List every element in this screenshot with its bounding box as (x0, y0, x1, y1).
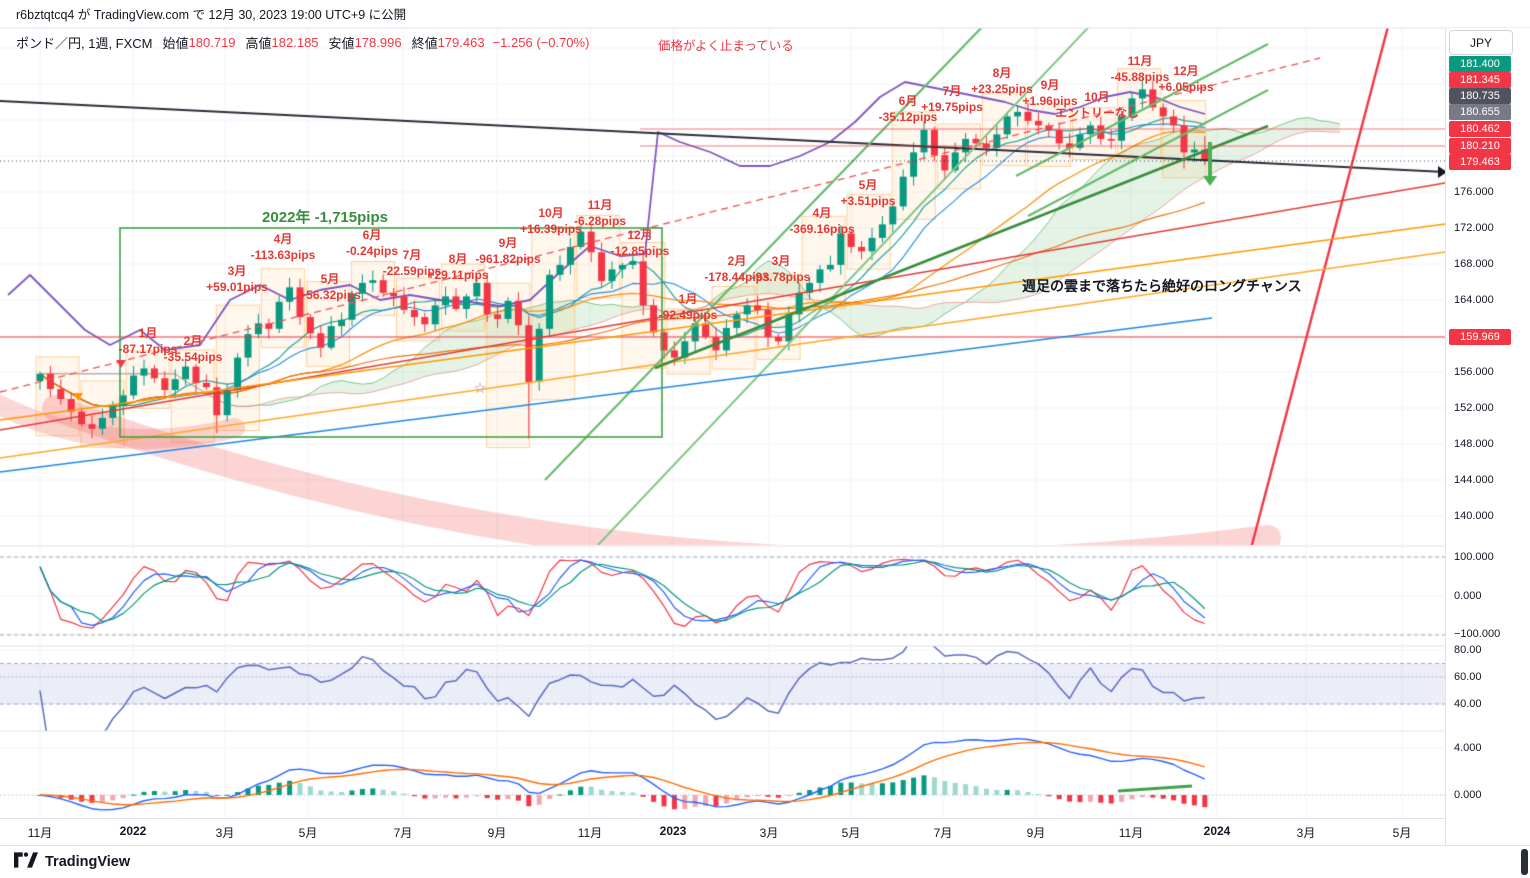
tradingview-logo-icon (14, 851, 38, 874)
price-tick: 140.000 (1454, 510, 1494, 522)
time-label: 5月 (841, 826, 861, 840)
bottom-toolbar: TradingView (0, 845, 1530, 878)
month-pips-label: 10月 エントリーなし (1054, 90, 1140, 120)
time-label: 9月 (487, 826, 507, 840)
time-scale[interactable]: 11月 2022 3月 5月 7月 9月 11月 2023 3月 5月 7月 9月 11月 2024 3月 5… (0, 818, 1445, 845)
price-tick: 172.000 (1454, 222, 1494, 234)
price-badge: 181.345 (1449, 72, 1511, 88)
price-tick: 156.000 (1454, 366, 1494, 378)
star-marker: ☆ (473, 380, 487, 397)
time-label: 7月 (933, 826, 953, 840)
open-value: 180.719 (188, 35, 236, 50)
currency-selector[interactable]: JPY (1449, 30, 1513, 55)
time-label: 3月 (215, 826, 235, 840)
time-label: 2023 (659, 824, 687, 838)
close-label: 終値 (411, 36, 438, 51)
publish-text: r6bztqtcq4 が TradingView.com で 12月 30, 2… (16, 8, 407, 22)
open-label: 始値 (162, 36, 189, 51)
price-tick: 0.000 (1454, 789, 1482, 801)
month-pips-label: 3月 -93.78pips (751, 254, 811, 284)
month-pips-label: 6月 -0.24pips (345, 228, 399, 258)
month-pips-label: 3月 +59.01pips (206, 264, 268, 294)
time-label: 11月 (1118, 826, 1144, 840)
high-label: 高値 (245, 36, 272, 51)
price-scale[interactable]: JPY 176.000 172.000 168.000 164.000 156.000 1… (1445, 0, 1530, 878)
change-value: −1.256 (−0.70%) (492, 35, 590, 50)
year-2022-pips-annotation: 2022年 -1,715pips (262, 209, 388, 226)
month-pips-label: 2月 -35.54pips (163, 334, 223, 364)
month-pips-label: 9月 -961.82pips (475, 236, 541, 266)
low-value: 178.996 (354, 35, 402, 50)
month-pips-label: 12月 -12.85pips (610, 228, 670, 258)
time-label: 3月 (1296, 826, 1316, 840)
month-pips-label: 4月 -113.63pips (250, 232, 316, 262)
high-value: 182.185 (271, 35, 319, 50)
low-label: 安値 (328, 36, 355, 51)
price-tick: 164.000 (1454, 294, 1494, 306)
price-tick: 100.000 (1454, 551, 1494, 563)
time-label: 2022 (119, 824, 147, 838)
price-tick: 148.000 (1454, 438, 1494, 450)
price-badge: 181.400 (1449, 56, 1511, 72)
price-tick: 80.00 (1454, 644, 1482, 656)
price-tick: −100.000 (1454, 628, 1501, 640)
symbol-legend[interactable]: ポンド／円, 1週, FXCM 始値 180.719 高値 182.185 安値 17… (16, 33, 589, 52)
price-badge: 180.655 (1449, 104, 1511, 120)
time-label: 5月 (298, 826, 318, 840)
symbol-title[interactable]: ポンド／円, 1週, FXCM (16, 36, 153, 51)
publish-bar: r6bztqtcq4 が TradingView.com で 12月 30, 2… (0, 0, 1530, 28)
month-pips-label: 8月 +23.25pips (971, 66, 1033, 96)
price-tick: 144.000 (1454, 474, 1494, 486)
time-label: 9月 (1026, 826, 1046, 840)
price-badge: 180.462 (1449, 121, 1511, 137)
tradingview-wordmark: TradingView (45, 854, 131, 870)
month-pips-label: 9月 +1.96pips (1022, 78, 1078, 108)
price-badge: 180.735 (1449, 88, 1511, 104)
close-value: 179.463 (437, 35, 485, 50)
month-pips-label: 7月 -22.59pips (382, 248, 442, 278)
price-tick: 168.000 (1454, 258, 1494, 270)
price-badge: 180.210 (1449, 138, 1511, 154)
month-pips-label: 11月 -45.88pips (1110, 54, 1170, 84)
price-badge: 179.463 (1449, 154, 1511, 170)
month-pips-label: 7月 +19.75pips (921, 84, 983, 114)
month-pips-label: 1月 -87.17pips (118, 326, 178, 356)
time-label: 7月 (393, 826, 413, 840)
price-badge: 159.969 (1449, 329, 1511, 345)
price-stops-annotation: 価格がよく止まっている (658, 39, 794, 53)
price-tick: 176.000 (1454, 186, 1494, 198)
time-label: 11月 (577, 826, 603, 840)
month-pips-label: 12月 +6.05pips (1158, 64, 1214, 94)
time-label: 3月 (759, 826, 779, 840)
month-pips-label: 8月 +29.11pips (427, 252, 489, 282)
tradingview-logo[interactable]: TradingView (14, 851, 130, 874)
corner-scroll-pill[interactable] (1521, 849, 1528, 875)
month-pips-label: 5月 +56.32pips (299, 272, 361, 302)
month-pips-label: 6月 -35.12pips (878, 94, 938, 124)
long-chance-annotation: 週足の雲まで落ちたら絶好のロングチャンス (1022, 278, 1302, 294)
price-tick: 40.00 (1454, 698, 1482, 710)
price-tick: 0.000 (1454, 590, 1482, 602)
month-pips-label: 11月 -6.28pips (573, 198, 627, 228)
month-pips-label: 4月 -369.16pips (789, 206, 855, 236)
time-label: 5月 (1392, 826, 1412, 840)
month-pips-label: 2月 -178.44pips (704, 254, 770, 284)
time-label: 2024 (1203, 824, 1231, 838)
price-tick: 152.000 (1454, 402, 1494, 414)
month-pips-label: 5月 +3.51pips (840, 178, 896, 208)
month-pips-label: 10月 +16.39pips (520, 206, 582, 236)
price-tick: 60.00 (1454, 671, 1482, 683)
month-pips-label: 1月 -92.49pips (658, 292, 718, 322)
time-label: 11月 (27, 826, 53, 840)
price-tick: 4.000 (1454, 742, 1482, 754)
